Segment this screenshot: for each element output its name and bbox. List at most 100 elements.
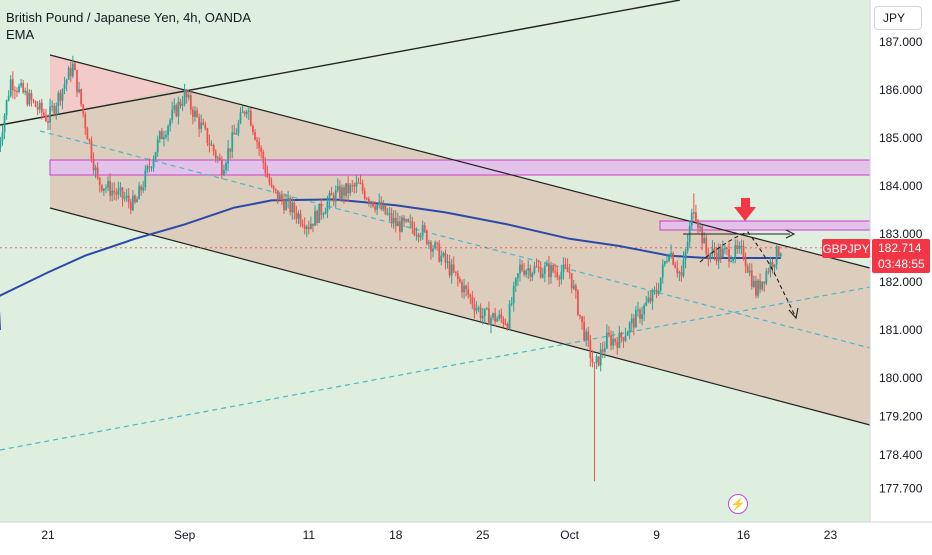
candle-body [717,248,720,262]
lightning-icon[interactable]: ⚡ [728,494,748,514]
candle-body [456,273,459,280]
candle-body [645,302,648,306]
candle-body [107,181,109,188]
candle-body [69,68,72,77]
candle-body [510,303,513,305]
candle-body [550,265,552,278]
candle-body [401,217,403,232]
candle-body [444,252,447,263]
candle-body [16,91,18,93]
candle-body [336,186,339,191]
candle-body [42,112,45,116]
candle-body [556,272,559,278]
candle-body [189,95,192,110]
candle-body [632,318,635,328]
candle-body [695,212,697,221]
candle-body [529,268,532,277]
candle-body [105,187,107,189]
candle-body [63,84,66,89]
candle-body [229,148,232,152]
candle-body [129,202,132,211]
candle-body [192,109,194,118]
candle-body [92,158,95,171]
candle-body [88,139,91,141]
candle-body [343,187,345,196]
candle-body [276,190,279,201]
candle-body [150,167,153,169]
projection-arrowhead [788,307,799,320]
candle-body [659,277,662,291]
candle-body [90,140,93,159]
candle-body [218,157,221,161]
candle-body [674,264,677,269]
candle-body [417,234,420,238]
y-tick-label: 178.400 [879,448,923,462]
candle-body [173,105,176,110]
x-tick-label: 23 [824,528,838,542]
candle-body [78,89,80,93]
candle-body [303,225,306,230]
candle-body [467,288,470,295]
candle-body [610,335,612,346]
candle-body [682,259,685,276]
candle-body [676,268,679,273]
candle-body [74,63,76,71]
candle-body [403,217,405,222]
candle-body [421,225,424,236]
candle-body [620,332,623,338]
candle-body [148,166,151,168]
candle-body [351,184,354,186]
candle-body [55,105,58,114]
candle-body [411,221,414,229]
candle-body [560,271,563,280]
candle-body [247,111,250,113]
candle-body [450,264,453,276]
channel-lower-line [49,207,871,426]
candle-body [463,285,465,293]
candle-body [297,213,300,219]
candle-body [260,148,263,152]
x-tick-label: 16 [737,528,751,542]
candle-body [5,100,8,116]
candle-body [512,285,515,304]
candle-body [169,120,172,127]
candle-body [430,242,432,252]
candle-body [163,137,165,140]
countdown-timer: 03:48:55 [878,257,925,271]
candle-body [9,79,12,97]
candle-body [730,260,732,262]
candle-body [299,213,302,224]
candle-body [516,273,519,279]
candle-body [461,282,463,293]
candle-body [123,197,126,199]
candle-body [312,223,314,226]
candle-body [452,264,455,272]
candle-body [649,297,652,302]
candle-body [301,223,304,226]
candle-body [96,167,99,178]
candle-body [167,126,169,136]
candle-body [738,246,741,250]
candle-body [32,100,35,102]
candle-body [270,183,273,187]
candle-body [289,197,292,213]
candle-body [51,105,54,107]
candle-body [473,304,476,311]
annotations-layer [683,198,799,320]
candle-body [102,188,105,191]
candle-body [281,194,283,201]
candle-body [566,266,569,273]
candle-body [519,264,521,274]
candle-body [380,201,383,210]
candle-body [721,248,724,258]
candle-body [179,101,182,106]
currency-badge[interactable]: JPY [874,6,922,30]
candle-body [322,213,325,215]
x-tick-label: Sep [174,528,196,542]
candle-body [494,313,497,322]
candle-body [624,335,627,341]
candle-body [535,266,538,268]
candle-body [699,226,701,228]
